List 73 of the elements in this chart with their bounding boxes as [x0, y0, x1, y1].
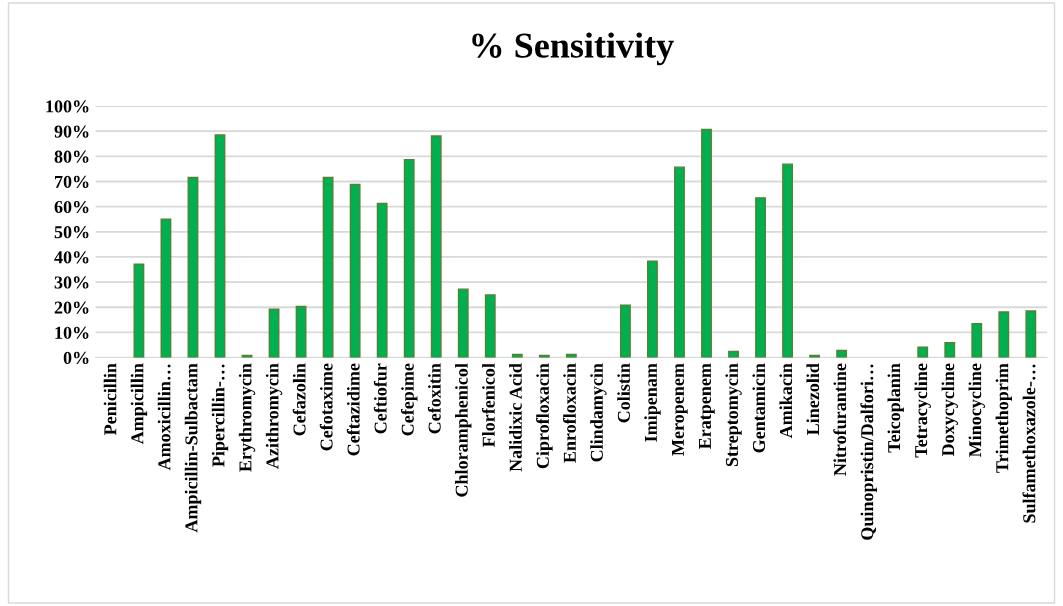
- bar: [268, 308, 280, 358]
- bar: [674, 166, 685, 358]
- bar: [349, 183, 361, 358]
- x-tick-label: Enrofloxacin: [562, 363, 576, 463]
- x-tick-label: Meropenem: [671, 363, 688, 456]
- x-tick-label: Florfenicol: [481, 363, 495, 448]
- bar: [484, 294, 496, 358]
- bar: [187, 176, 199, 358]
- y-tick-label: 60%: [54, 200, 89, 214]
- bar: [322, 176, 334, 358]
- bar: [430, 135, 442, 358]
- x-tick-label: Teicoplanin: [887, 363, 904, 453]
- bar: [971, 322, 983, 358]
- bar: [728, 350, 739, 358]
- x-tick-label: Penicillin: [103, 363, 117, 436]
- y-tick-label: 100%: [46, 100, 89, 113]
- x-tick-label: Cefepime: [400, 363, 418, 436]
- y-tick-label: 70%: [55, 175, 89, 188]
- x-tick-label: Amikacin: [779, 363, 793, 439]
- x-tick-label: Ciprofloxacin: [536, 363, 553, 469]
- x-tick-label: Doxycycline: [941, 363, 958, 457]
- bar: [1025, 310, 1037, 358]
- x-tick-label: Eratpenem: [699, 363, 715, 450]
- x-tick-label: Cefotaxime: [319, 363, 333, 451]
- bar: [214, 134, 226, 358]
- x-tick-label: Nalidixic Acid: [509, 363, 522, 472]
- chart-title: % Sensitivity: [472, 32, 674, 66]
- y-tick-label: 80%: [54, 150, 89, 163]
- x-tick-label: Linezolid: [806, 363, 820, 436]
- y-tick-label: 30%: [54, 276, 89, 289]
- x-tick-label: Quinopristin/Dalfori…: [860, 364, 877, 540]
- bar: [295, 305, 307, 358]
- x-tick-label: Chloramphenicol: [455, 363, 472, 497]
- x-tick-label: Ceftiofur: [373, 363, 387, 434]
- bar: [917, 346, 929, 358]
- bar: [998, 311, 1010, 358]
- x-tick-label: Tetracycline: [914, 363, 931, 458]
- bar: [701, 128, 712, 358]
- x-tick-label: Imipenam: [644, 363, 661, 442]
- x-tick-label: Gentamicin: [752, 363, 766, 453]
- bar: [836, 349, 848, 358]
- x-tick-label: Sulfamethoxazole-…: [1022, 364, 1036, 523]
- x-tick-label: Nitrofurantine: [833, 363, 847, 476]
- x-tick-label: Ampicillin: [130, 363, 148, 445]
- y-tick-label: 50%: [54, 226, 89, 239]
- bar: [403, 158, 415, 358]
- y-tick-label: 20%: [54, 301, 89, 314]
- y-tick-label: 90%: [54, 125, 89, 138]
- x-tick-label: Minocycline: [968, 363, 985, 458]
- x-tick-label: Clindamycin: [590, 363, 607, 462]
- bar: [755, 197, 766, 358]
- bar: [133, 263, 145, 358]
- bar: [647, 260, 658, 358]
- x-tick-label: Cefazolin: [292, 363, 306, 436]
- x-tick-label: Erythromycin: [238, 363, 256, 472]
- x-tick-label: Trimethoprim: [995, 363, 1012, 473]
- x-tick-label: Ceftazidime: [346, 363, 360, 456]
- y-tick-label: 10%: [55, 326, 89, 339]
- bar: [782, 163, 794, 358]
- x-tick-label: Azithromycin: [265, 363, 283, 469]
- x-tick-label: Streptomycin: [725, 363, 742, 467]
- x-tick-label: Colistin: [617, 363, 630, 423]
- bar: [376, 202, 388, 358]
- y-tick-label: 40%: [54, 251, 89, 264]
- x-tick-label: Amoxicillin…: [157, 364, 171, 471]
- bar: [944, 342, 956, 358]
- x-tick-label: Cefoxitin: [427, 363, 441, 434]
- bar: [619, 304, 631, 358]
- bar: [160, 218, 172, 358]
- x-tick-label: Pipercillin-…: [211, 364, 229, 467]
- bar: [457, 288, 469, 358]
- x-tick-label: Ampicillin-Sulbactam: [184, 363, 202, 533]
- y-tick-label: 0%: [63, 351, 89, 365]
